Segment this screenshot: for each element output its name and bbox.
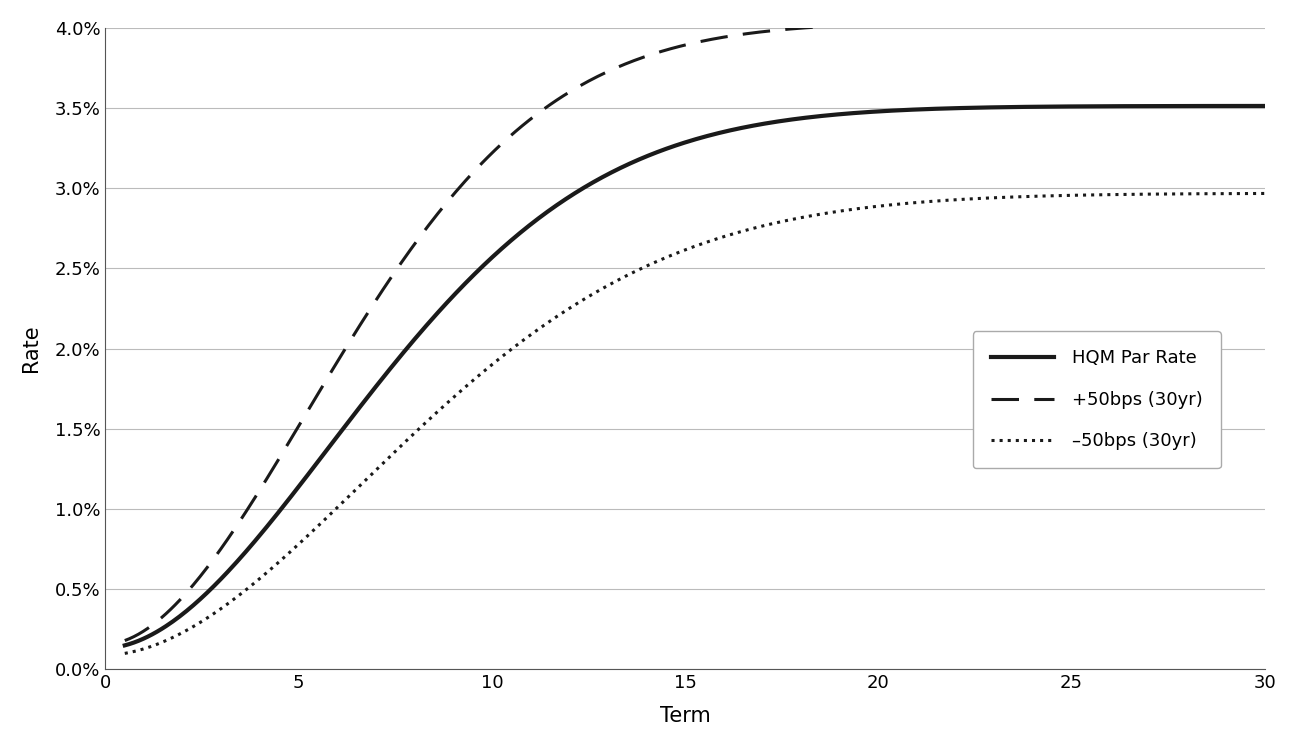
+50bps (30yr) [659,46,674,55]
+50bps (30yr) [665,43,681,52]
+50bps (30yr) [117,636,132,645]
Y-axis label: Rate: Rate [21,325,40,373]
HQM Par Rate [659,144,674,153]
HQM Par Rate [1230,102,1245,111]
X-axis label: Term: Term [660,706,711,726]
Line: +50bps (30yr): +50bps (30yr) [125,22,1265,640]
HQM Par Rate [665,142,681,151]
–50bps (30yr) [795,213,811,222]
HQM Par Rate [795,114,811,123]
HQM Par Rate [734,123,750,132]
–50bps (30yr) [734,227,750,236]
–50bps (30yr) [1230,189,1245,198]
Line: –50bps (30yr): –50bps (30yr) [125,193,1265,654]
–50bps (30yr) [117,649,132,658]
–50bps (30yr) [665,250,681,259]
+50bps (30yr) [1230,17,1245,26]
–50bps (30yr) [659,253,674,262]
HQM Par Rate [1052,102,1067,111]
Legend: HQM Par Rate, +50bps (30yr), –50bps (30yr): HQM Par Rate, +50bps (30yr), –50bps (30y… [973,332,1220,468]
+50bps (30yr) [795,23,811,32]
+50bps (30yr) [1257,17,1272,26]
HQM Par Rate [117,641,132,650]
+50bps (30yr) [1052,18,1067,27]
–50bps (30yr) [1257,189,1272,198]
+50bps (30yr) [734,30,750,39]
Line: HQM Par Rate: HQM Par Rate [125,106,1265,645]
–50bps (30yr) [1052,191,1067,200]
HQM Par Rate [1257,102,1272,111]
